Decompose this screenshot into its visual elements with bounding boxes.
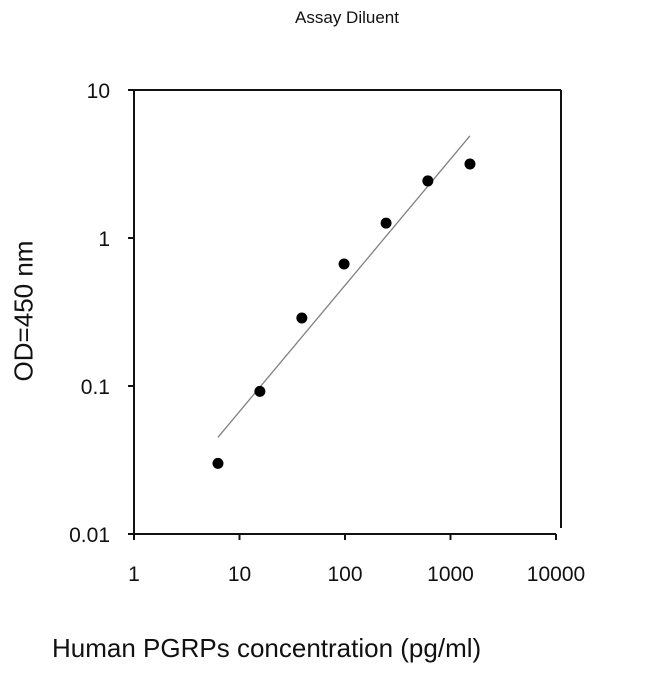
chart-title: Assay Diluent <box>295 8 399 27</box>
y-tick-label: 0.01 <box>69 524 110 547</box>
x-axis-label: Human PGRPs concentration (pg/ml) <box>52 633 482 663</box>
data-point <box>380 217 392 229</box>
x-tick-label: 1 <box>128 563 140 586</box>
data-point <box>464 158 476 170</box>
data-point <box>296 312 308 324</box>
x-tick-label: 1000 <box>427 563 474 586</box>
data-point <box>254 385 266 397</box>
y-tick-label: 1 <box>98 228 110 251</box>
y-tick-label: 0.1 <box>81 376 110 399</box>
data-point <box>422 175 434 187</box>
data-point <box>212 457 224 469</box>
data-point <box>338 258 350 270</box>
y-tick-label: 10 <box>87 80 110 103</box>
x-tick-label: 10000 <box>527 563 585 586</box>
x-tick-label: 10 <box>228 563 251 586</box>
x-tick-label: 100 <box>327 563 362 586</box>
